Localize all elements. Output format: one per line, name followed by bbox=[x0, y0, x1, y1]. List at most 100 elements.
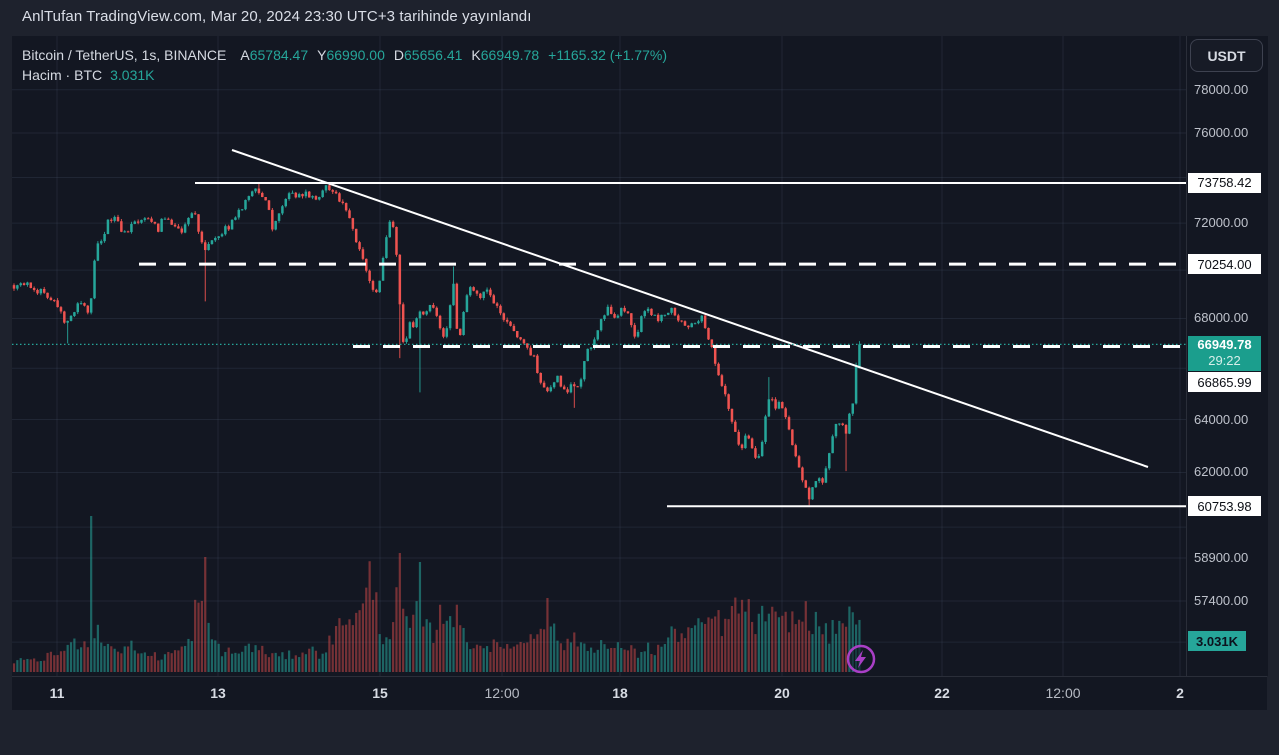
volume-bar bbox=[261, 645, 264, 672]
candle-body bbox=[150, 218, 153, 222]
volume-bar bbox=[418, 562, 422, 672]
chart-panel[interactable]: Bitcoin / TetherUS, 1s, BINANCE A65784.4… bbox=[12, 36, 1268, 711]
volume-bar bbox=[784, 611, 787, 672]
symbol-title[interactable]: Bitcoin / TetherUS, 1s, BINANCE bbox=[22, 47, 227, 63]
candle-body bbox=[247, 196, 251, 200]
volume-bar bbox=[120, 653, 123, 672]
ohlc-value: 65784.47 bbox=[249, 47, 309, 63]
time-axis-tick: 18 bbox=[612, 685, 628, 701]
volume-bar bbox=[244, 645, 247, 672]
volume-bar bbox=[636, 657, 640, 672]
volume-bar bbox=[291, 658, 294, 672]
candle-body bbox=[807, 487, 811, 500]
currency-toggle-button[interactable]: USDT bbox=[1190, 39, 1263, 72]
candle-body bbox=[69, 315, 73, 321]
volume-bar bbox=[200, 600, 203, 672]
candle-body bbox=[573, 384, 576, 387]
chart-plot-surface[interactable] bbox=[12, 36, 1186, 676]
volume-bar bbox=[472, 648, 475, 672]
candle-body bbox=[197, 214, 200, 232]
candle-body bbox=[703, 315, 707, 328]
candle-body bbox=[22, 283, 26, 286]
volume-bar bbox=[173, 650, 177, 672]
legend-symbol-row: Bitcoin / TetherUS, 1s, BINANCE A65784.4… bbox=[22, 45, 676, 65]
candle-body bbox=[821, 478, 824, 483]
volume-bar bbox=[499, 646, 502, 672]
volume-bar bbox=[700, 622, 703, 672]
drawn-trendline[interactable] bbox=[231, 149, 1149, 468]
candle-body bbox=[56, 300, 59, 308]
volume-bar bbox=[553, 623, 556, 672]
candle-body bbox=[264, 197, 267, 201]
volume-bar bbox=[214, 640, 217, 672]
volume-bar bbox=[33, 658, 36, 672]
volume-bar bbox=[103, 646, 106, 672]
volume-bar bbox=[53, 655, 56, 672]
candle-body bbox=[190, 213, 194, 218]
volume-bar bbox=[834, 633, 838, 672]
volume-bar bbox=[576, 646, 579, 672]
candle-body bbox=[817, 478, 821, 482]
candle-body bbox=[318, 197, 321, 200]
candle-body bbox=[391, 221, 395, 227]
volume-bar bbox=[586, 650, 589, 672]
footer: TradingView bbox=[0, 710, 1279, 755]
candle-body bbox=[690, 323, 693, 328]
volume-bar bbox=[462, 627, 465, 672]
candle-body bbox=[207, 244, 210, 251]
candle-body bbox=[170, 219, 173, 225]
ohlc-values: A65784.47 Y66990.00 D65656.41 K66949.78 bbox=[240, 47, 548, 63]
volume-bar bbox=[435, 629, 438, 672]
candle-body bbox=[532, 355, 536, 357]
time-axis[interactable]: 11 13 15 12:00 18 20 22 12:00 2 bbox=[12, 676, 1267, 711]
candle-body bbox=[284, 199, 288, 207]
candle-body bbox=[653, 314, 657, 316]
volume-bar bbox=[381, 644, 385, 672]
volume-bar bbox=[428, 622, 432, 672]
volume-bar bbox=[324, 652, 328, 672]
candle-body bbox=[489, 289, 492, 296]
volume-bar bbox=[147, 656, 150, 672]
volume-bar bbox=[841, 623, 844, 672]
volume-bar bbox=[422, 626, 425, 672]
candle-body bbox=[730, 408, 734, 422]
candle-body bbox=[401, 304, 405, 342]
volume-bar bbox=[536, 634, 539, 672]
volume-bar bbox=[227, 647, 230, 672]
volume-bar bbox=[16, 660, 19, 672]
candle-body bbox=[173, 224, 177, 227]
volume-bar bbox=[96, 624, 99, 672]
candle-body bbox=[660, 314, 663, 321]
candle-body bbox=[89, 298, 93, 313]
candle-body bbox=[29, 282, 33, 288]
candle-body bbox=[261, 192, 264, 198]
candle-body bbox=[720, 375, 724, 386]
price-axis-tick: 57400.00 bbox=[1194, 592, 1249, 608]
candle-body bbox=[106, 219, 110, 235]
volume-bar bbox=[757, 613, 760, 672]
candle-body bbox=[512, 325, 516, 332]
volume-label: Hacim · BTC bbox=[22, 67, 103, 83]
candle-body bbox=[240, 209, 244, 211]
price-axis-tick: 68000.00 bbox=[1194, 310, 1249, 326]
ohlc-value: 66949.78 bbox=[480, 47, 540, 63]
volume-bar bbox=[304, 654, 307, 672]
price-axis[interactable]: 78000.00 76000.00 72000.00 68000.00 64000.00… bbox=[1186, 36, 1268, 676]
lightning-bolt-icon[interactable] bbox=[855, 650, 866, 668]
candle-body bbox=[113, 216, 116, 221]
candle-body bbox=[224, 226, 227, 235]
volume-bar bbox=[432, 642, 435, 672]
candle-body bbox=[616, 315, 620, 318]
candle-body bbox=[361, 249, 365, 259]
volume-bar bbox=[408, 627, 411, 672]
volume-bar bbox=[509, 648, 512, 672]
price-axis-tick: 78000.00 bbox=[1194, 81, 1249, 97]
candle-body bbox=[620, 307, 623, 316]
volume-bar bbox=[241, 651, 244, 672]
volume-bar bbox=[12, 663, 16, 672]
volume-bar bbox=[341, 625, 344, 672]
candle-body bbox=[727, 394, 730, 409]
price-axis-tick: 72000.00 bbox=[1194, 215, 1249, 231]
volume-bar bbox=[512, 646, 515, 672]
